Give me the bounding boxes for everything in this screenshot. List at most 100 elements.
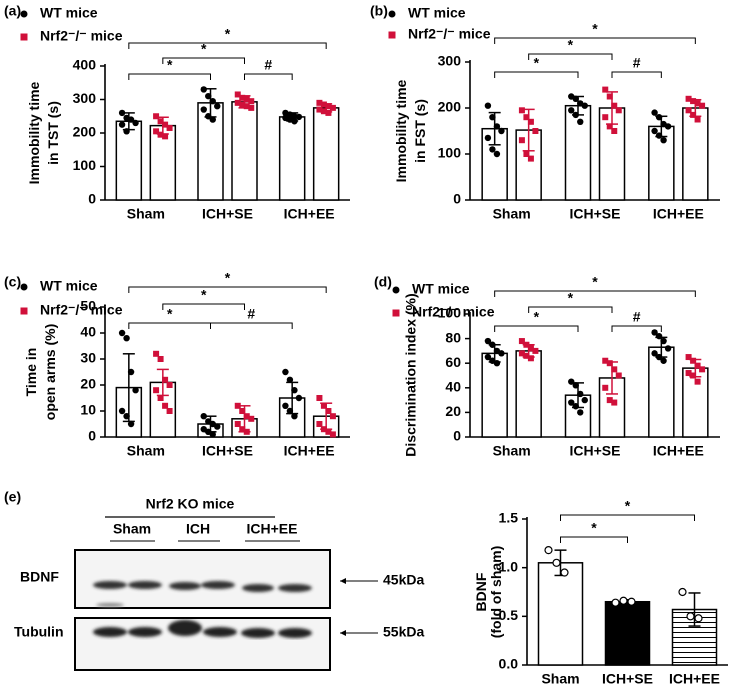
data-point [316,421,323,427]
data-point [295,394,303,402]
y-tick-label: 200 [438,99,462,115]
data-point [200,86,207,93]
data-point [118,109,126,117]
significance-label: * [201,287,207,303]
data-point [690,357,697,364]
significance-label: * [225,26,231,42]
y-tick-label: 0 [88,191,96,207]
data-point [127,116,135,123]
y-tick-label: 0.0 [499,656,519,672]
data-point [484,337,492,345]
significance-label: # [264,57,272,73]
data-point [655,353,663,361]
data-point [686,612,695,621]
y-tick-label: 40 [445,379,461,395]
significance-label: * [592,274,598,290]
panel-label: (d) [374,274,392,290]
data-point [162,121,169,128]
data-point [685,354,692,361]
data-point [329,413,336,420]
data-point [166,382,173,388]
data-point [694,100,701,107]
data-point [619,596,628,605]
data-point [209,97,216,105]
y-axis-label: BDNF [473,572,489,611]
data-point [493,123,501,130]
arrowhead [340,578,346,584]
y-tick-label: 200 [73,124,97,140]
legend-label: WT mice [40,5,98,21]
data-point [611,128,618,134]
y-tick-label: 400 [73,57,97,73]
significance-bracket [494,325,579,332]
data-point [602,114,609,121]
legend-label: WT mice [40,278,98,294]
bar [682,107,709,201]
data-point [694,378,701,385]
y-tick-label: 30 [80,350,96,366]
y-tick-label: 100 [438,145,462,161]
panel-label: (b) [370,3,388,19]
bar [481,352,508,438]
data-point [291,413,298,420]
data-point [282,368,289,376]
y-tick-label: 100 [438,305,462,321]
data-point [162,402,169,409]
data-point [118,407,126,415]
data-point [518,350,525,357]
y-tick-label: 0 [453,191,461,207]
significance-bracket [128,322,211,329]
panel-label: (e) [4,489,21,505]
data-point [611,366,618,373]
data-point [572,382,579,389]
data-point [239,94,246,101]
significance-bracket [611,71,662,78]
data-point [132,387,139,394]
y-tick-label: 300 [438,53,462,69]
data-point [157,395,164,401]
data-point [523,114,530,121]
y-tick-label: 20 [80,376,96,392]
legend-marker [20,307,28,315]
data-point [518,107,525,114]
y-tick-label: 40 [80,324,96,340]
significance-label: * [568,290,574,306]
x-tick-label: ICH+SE [570,443,621,459]
y-axis-label: Discrimination index (%) [403,293,419,456]
legend-label: Nrf2⁻/⁻ mice [412,304,495,320]
data-point [685,370,692,377]
data-point [489,146,496,153]
data-point [606,93,613,100]
data-point [577,390,584,398]
panel-label: (c) [4,274,21,290]
size-label: 55kDa [383,624,424,640]
y-tick-label: 50 [80,298,96,314]
data-point [568,107,575,114]
data-point [523,341,530,348]
data-point [329,431,336,438]
data-point [615,372,622,379]
data-point [651,350,658,357]
data-point [523,352,530,359]
data-point [678,587,687,597]
data-point [527,345,534,352]
legend-label: WT mice [412,281,470,297]
data-point [325,408,332,414]
y-tick-label: 60 [445,354,461,370]
lane-label: Sham [113,521,151,537]
data-point [602,384,609,391]
bar [515,350,542,438]
data-point [118,329,126,337]
legend-marker [388,10,396,18]
data-point [602,86,609,93]
data-point [243,103,250,110]
data-point [532,128,539,134]
data-point [166,408,173,414]
data-point [577,409,584,416]
data-point [606,397,613,404]
data-point [214,423,221,430]
data-point [166,124,173,131]
data-point [572,111,579,119]
y-tick-label: 100 [73,157,97,173]
